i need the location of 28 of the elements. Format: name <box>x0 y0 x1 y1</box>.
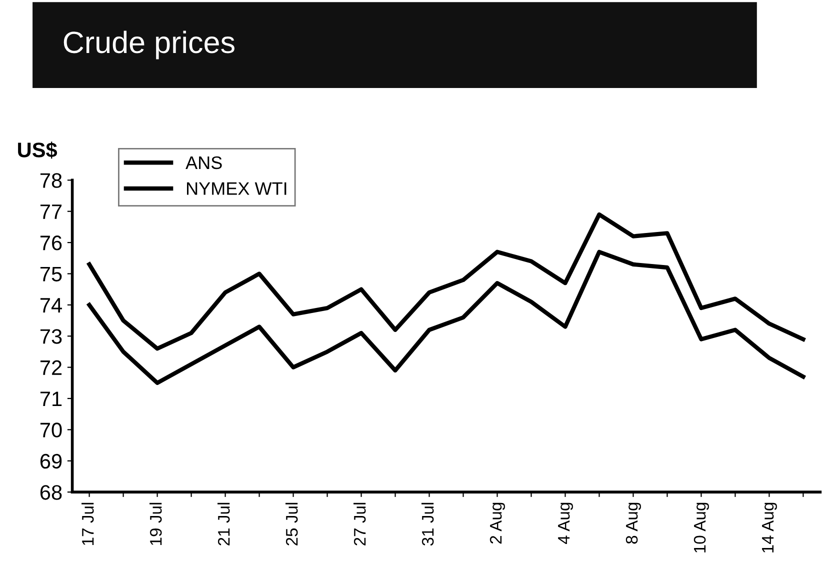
y-tick-label: 75 <box>40 266 62 282</box>
y-tick-label: 78 <box>40 173 62 188</box>
x-tick-label: 31 Jul <box>421 502 434 546</box>
y-axis-title: US$ <box>18 142 58 159</box>
x-tick-label: 19 Jul <box>150 502 162 545</box>
x-tick-label: 14 Aug <box>762 502 777 552</box>
y-tick-label: 69 <box>40 454 62 469</box>
x-tick-label: 17 Jul <box>82 502 94 545</box>
chart-title: Crude prices <box>64 30 234 60</box>
y-tick-label: 77 <box>40 204 62 219</box>
y-tick-label: 72 <box>40 360 62 375</box>
y-tick-label: 70 <box>40 422 62 438</box>
legend-label: NYMEX WTI <box>187 182 286 195</box>
x-tick-label: 21 Jul <box>218 502 230 546</box>
y-tick-label: 71 <box>40 392 62 406</box>
x-tick-label: 2 Aug <box>490 502 506 544</box>
y-tick-label: 73 <box>40 329 62 344</box>
x-tick-label: 25 Jul <box>286 502 298 546</box>
y-tick-label: 74 <box>40 298 62 312</box>
x-tick-label: 4 Aug <box>558 502 573 544</box>
x-tick-label: 27 Jul <box>353 502 366 546</box>
x-tick-label: 8 Aug <box>626 502 641 544</box>
y-tick-label: 76 <box>40 236 62 250</box>
line-series <box>87 212 806 351</box>
line-series <box>87 250 806 385</box>
legend-label: ANS <box>186 156 222 170</box>
x-tick-label: 10 Aug <box>694 502 709 552</box>
y-tick-label: 68 <box>40 485 62 500</box>
